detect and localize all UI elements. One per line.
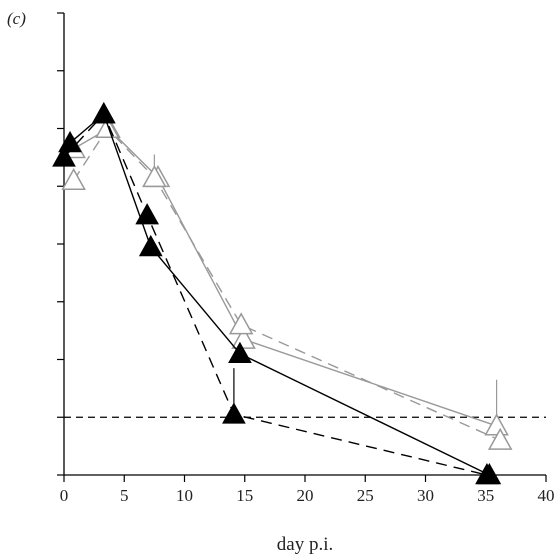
series-line [73, 127, 497, 427]
data-point [475, 462, 499, 485]
data-point [142, 165, 167, 188]
x-tick-label: 30 [417, 486, 434, 505]
x-axis-title: day p.i. [277, 534, 333, 555]
data-point [135, 203, 159, 225]
data-point [61, 167, 86, 191]
data-point [138, 234, 163, 257]
data-point [52, 145, 76, 167]
data-point [484, 413, 509, 436]
series-line [63, 112, 488, 476]
data-point [91, 102, 116, 124]
data-point [222, 402, 246, 424]
x-tick-label: 40 [538, 486, 555, 505]
x-tick-label: 35 [477, 486, 494, 505]
series-line [69, 112, 490, 476]
series-line [73, 127, 501, 441]
panel-label: (c) [7, 9, 26, 28]
data-point [487, 427, 513, 450]
x-tick-label: 20 [297, 486, 314, 505]
data-point [231, 326, 256, 349]
x-tick-label: 25 [357, 486, 374, 505]
plot-area: 0 5 10 15 20 25 30 35 40 [52, 12, 555, 505]
x-tick-label: 0 [60, 486, 69, 505]
data-point [228, 341, 252, 364]
x-tick-label: 10 [176, 486, 193, 505]
x-tick-label: 15 [236, 486, 253, 505]
data-point [228, 312, 254, 335]
x-tick-label: 5 [120, 486, 129, 505]
data-point [95, 115, 120, 139]
